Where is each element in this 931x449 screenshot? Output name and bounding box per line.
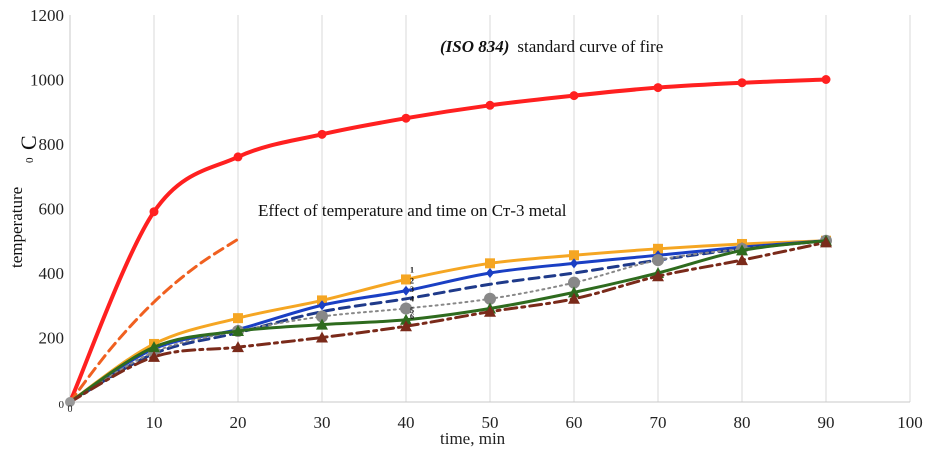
series-1-point bbox=[401, 274, 411, 285]
y-tick-label: 800 bbox=[39, 135, 65, 154]
dash-orange-line bbox=[68, 237, 240, 404]
series-6-point bbox=[484, 305, 496, 317]
effect-annotation: Effect of temperature and time on Ст-3 m… bbox=[258, 201, 567, 220]
y-axis-label: temperature bbox=[7, 187, 26, 268]
series-4-number: 4 bbox=[410, 294, 414, 303]
iso-point bbox=[821, 75, 831, 84]
x-tick-label: 20 bbox=[230, 413, 247, 432]
series-6: 6 bbox=[68, 236, 832, 404]
iso-point bbox=[401, 113, 411, 123]
iso-annotation: (ISO 834) standard curve of fire bbox=[440, 37, 663, 56]
series-6-point bbox=[568, 292, 580, 304]
series-5-point bbox=[232, 325, 244, 337]
series-6-point bbox=[652, 270, 664, 282]
series-1-point bbox=[485, 258, 495, 269]
series-5-number: 5 bbox=[410, 306, 414, 315]
series-6-point bbox=[736, 254, 748, 266]
axes bbox=[69, 15, 910, 403]
x-tick-label: 40 bbox=[398, 413, 415, 432]
y-tick-label: 1000 bbox=[30, 71, 64, 90]
series-4-point bbox=[652, 254, 664, 267]
iso-point bbox=[569, 91, 579, 101]
y-tick-label: 1200 bbox=[30, 6, 64, 25]
series-2-number: 2 bbox=[410, 277, 414, 286]
series-5-point bbox=[568, 286, 580, 298]
iso-point bbox=[653, 83, 663, 93]
series-1-number: 1 bbox=[410, 265, 414, 274]
x-tick-label: 10 bbox=[146, 413, 163, 432]
series-6-point bbox=[820, 236, 832, 248]
x-tick-label: 30 bbox=[314, 413, 331, 432]
series-2-point bbox=[402, 285, 410, 296]
series-5-point bbox=[316, 318, 328, 330]
series-5-line bbox=[68, 239, 828, 404]
iso-point bbox=[485, 100, 495, 110]
series-6-point bbox=[232, 341, 244, 353]
x-tick-label: 90 bbox=[818, 413, 835, 432]
iso-line bbox=[68, 77, 828, 404]
y-axis-unit-degree: 0 bbox=[24, 157, 36, 163]
series-3-number: 3 bbox=[410, 285, 414, 294]
vertical-gridlines bbox=[153, 15, 911, 402]
x-tick-label: 80 bbox=[734, 413, 751, 432]
x-tick-label: 60 bbox=[566, 413, 583, 432]
x-tick-label: 50 bbox=[482, 413, 499, 432]
iso-point bbox=[317, 129, 327, 139]
iso-point bbox=[233, 152, 243, 162]
series-5-point bbox=[736, 244, 748, 256]
series-4-line bbox=[69, 239, 827, 403]
series-1-line bbox=[68, 239, 828, 404]
series-4-point bbox=[568, 276, 580, 289]
y-tick-label: 0 bbox=[59, 399, 65, 411]
series-6-point bbox=[148, 350, 160, 362]
series-6-point bbox=[316, 331, 328, 343]
series-4-point bbox=[484, 292, 496, 305]
x-axis-label: time, min bbox=[440, 429, 506, 448]
iso-point bbox=[737, 78, 747, 88]
series-6-line bbox=[68, 240, 828, 404]
series-6-number: 6 bbox=[410, 312, 414, 321]
iso bbox=[68, 75, 831, 404]
series-5-point bbox=[148, 341, 160, 353]
x-tick-label: 70 bbox=[650, 413, 667, 432]
series-2-point bbox=[570, 258, 578, 269]
series-4-point bbox=[400, 302, 412, 315]
dash-orange bbox=[68, 237, 240, 404]
series-1-point bbox=[569, 250, 579, 261]
series-2-point bbox=[486, 268, 494, 278]
iso-point bbox=[149, 207, 159, 217]
y-tick-label: 200 bbox=[39, 329, 65, 348]
series-1-point bbox=[233, 313, 243, 324]
series-5: 5 bbox=[68, 234, 832, 404]
x-tick-label: 0 bbox=[68, 404, 73, 415]
series-1-point bbox=[653, 243, 663, 254]
tick-labels: 010 20 30 40 50 60 70 80 90 100020040060080010001… bbox=[30, 6, 923, 432]
series-5-point bbox=[400, 313, 412, 325]
origin-point bbox=[65, 397, 75, 407]
series-layer: 1 234 56 bbox=[65, 75, 832, 407]
series-4-point bbox=[316, 310, 328, 323]
series-6-point bbox=[400, 320, 412, 332]
y-axis-unit-letter: C bbox=[16, 135, 41, 150]
series-2-point bbox=[318, 300, 326, 311]
y-tick-label: 400 bbox=[39, 264, 65, 283]
y-tick-label: 600 bbox=[39, 200, 65, 219]
series-3: 3 bbox=[68, 239, 828, 404]
x-tick-label: 100 bbox=[897, 413, 923, 432]
